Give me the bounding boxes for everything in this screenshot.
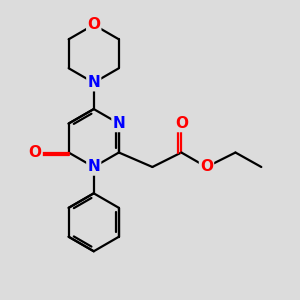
Text: O: O [175, 116, 188, 131]
Text: O: O [200, 160, 213, 175]
Text: N: N [112, 116, 125, 131]
Text: N: N [87, 75, 100, 90]
Text: O: O [28, 145, 42, 160]
Text: O: O [87, 17, 100, 32]
Text: N: N [87, 160, 100, 175]
